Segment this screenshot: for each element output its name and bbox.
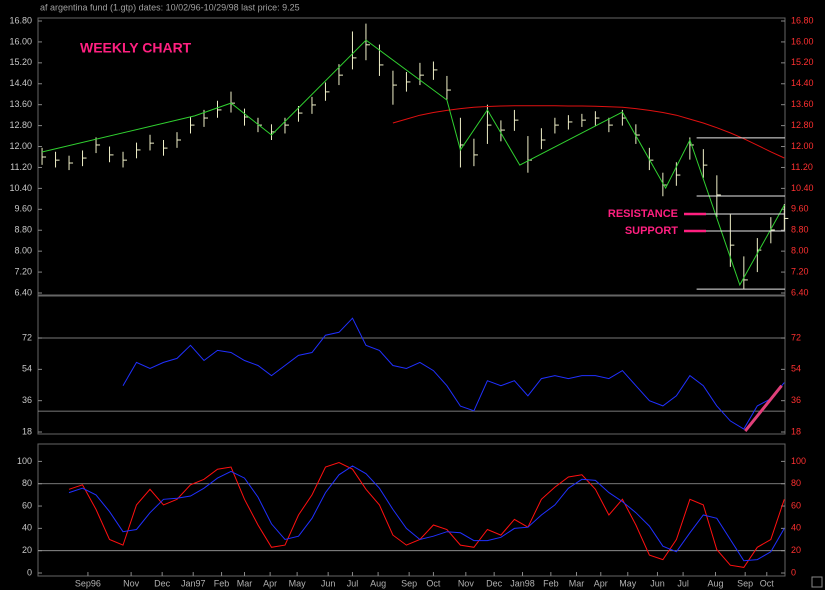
y-tick-label: 72 <box>22 332 32 342</box>
y-tick-label-right: 54 <box>791 364 801 374</box>
x-tick-label: May <box>619 578 637 588</box>
x-tick-label: Jul <box>677 578 689 588</box>
x-tick-label: Jun <box>321 578 336 588</box>
x-tick-label: Sep <box>737 578 753 588</box>
y-tick-label: 14.40 <box>9 78 32 88</box>
x-tick-label: Dec <box>486 578 503 588</box>
y-tick-label-right: 8.00 <box>791 246 809 256</box>
y-tick-label-right: 14.40 <box>791 78 814 88</box>
x-tick-label: Aug <box>370 578 386 588</box>
corner-icon[interactable] <box>811 576 823 588</box>
header: af argentina fund (1.gtp) dates: 10/02/9… <box>40 2 300 12</box>
y-tick-label-right: 20 <box>791 545 801 555</box>
y-tick-label: 12.00 <box>9 141 32 151</box>
x-tick-label: Nov <box>458 578 475 588</box>
x-tick-label: Apr <box>594 578 608 588</box>
x-tick-label: Jun <box>650 578 665 588</box>
moving-average <box>392 105 785 159</box>
x-tick-label: Nov <box>123 578 140 588</box>
y-tick-label: 9.60 <box>14 204 32 214</box>
y-tick-label: 10.40 <box>9 183 32 193</box>
y-tick-label-right: 72 <box>791 332 801 342</box>
y-tick-label: 11.20 <box>10 162 32 172</box>
x-tick-label: Jul <box>347 578 359 588</box>
panel-frame <box>37 295 786 435</box>
y-tick-label: 100 <box>17 456 32 466</box>
x-tick-label: Feb <box>214 578 230 588</box>
y-tick-label: 0 <box>27 567 32 577</box>
y-tick-label: 16.80 <box>9 15 32 25</box>
x-tick-label: Dec <box>154 578 171 588</box>
y-tick-label: 13.60 <box>9 99 32 109</box>
y-tick-label-right: 40 <box>791 523 801 533</box>
panel-frame <box>37 17 786 296</box>
indicator-line <box>68 465 785 562</box>
x-tick-label: Jan97 <box>181 578 206 588</box>
x-tick-label: Mar <box>237 578 253 588</box>
x-tick-label: Oct <box>760 578 775 588</box>
x-tick-label: Oct <box>426 578 441 588</box>
y-tick-label: 60 <box>22 500 32 510</box>
x-tick-label: Aug <box>707 578 723 588</box>
indicator-line <box>68 461 785 568</box>
y-tick-label-right: 36 <box>791 395 801 405</box>
y-tick-label-right: 12.00 <box>791 141 814 151</box>
y-tick-label: 54 <box>22 364 32 374</box>
panel-frame <box>37 443 786 577</box>
y-tick-label: 16.00 <box>9 36 32 46</box>
x-tick-label: May <box>289 578 307 588</box>
y-tick-label-right: 15.20 <box>791 57 814 67</box>
annotation: RESISTANCE <box>608 208 678 220</box>
y-tick-label: 8.80 <box>14 225 32 235</box>
y-tick-label: 7.20 <box>14 266 32 276</box>
y-tick-label-right: 0 <box>791 567 796 577</box>
y-tick-label-right: 16.80 <box>791 15 814 25</box>
chart-title: WEEKLY CHART <box>80 40 192 56</box>
y-tick-label-right: 60 <box>791 500 801 510</box>
x-tick-label: Sep96 <box>75 578 101 588</box>
indicator-trendline <box>744 384 783 432</box>
y-tick-label: 12.80 <box>9 120 32 130</box>
y-tick-label: 36 <box>22 395 32 405</box>
y-tick-label-right: 80 <box>791 478 801 488</box>
y-tick-label: 20 <box>22 545 32 555</box>
y-tick-label-right: 9.60 <box>791 204 809 214</box>
y-tick-label: 40 <box>22 523 32 533</box>
y-tick-label-right: 12.80 <box>791 120 814 130</box>
indicator-line <box>122 317 785 430</box>
y-tick-label-right: 6.40 <box>791 287 809 297</box>
x-tick-label: Jan98 <box>510 578 535 588</box>
y-tick-label: 6.40 <box>14 287 32 297</box>
y-tick-label: 18 <box>22 426 32 436</box>
x-tick-label: Apr <box>263 578 277 588</box>
y-tick-label-right: 11.20 <box>791 162 813 172</box>
y-tick-label: 15.20 <box>9 57 32 67</box>
y-tick-label-right: 100 <box>791 456 806 466</box>
x-tick-label: Sep <box>401 578 417 588</box>
y-tick-label-right: 8.80 <box>791 225 809 235</box>
y-tick-label-right: 16.00 <box>791 36 814 46</box>
annotation: SUPPORT <box>625 225 678 237</box>
y-tick-label-right: 18 <box>791 426 801 436</box>
x-tick-label: Feb <box>543 578 559 588</box>
y-tick-label: 8.00 <box>14 246 32 256</box>
y-tick-label-right: 13.60 <box>791 99 814 109</box>
x-tick-label: Mar <box>569 578 585 588</box>
y-tick-label-right: 10.40 <box>791 183 814 193</box>
y-tick-label-right: 7.20 <box>791 266 809 276</box>
trend-line <box>41 39 785 287</box>
y-tick-label: 80 <box>22 478 32 488</box>
